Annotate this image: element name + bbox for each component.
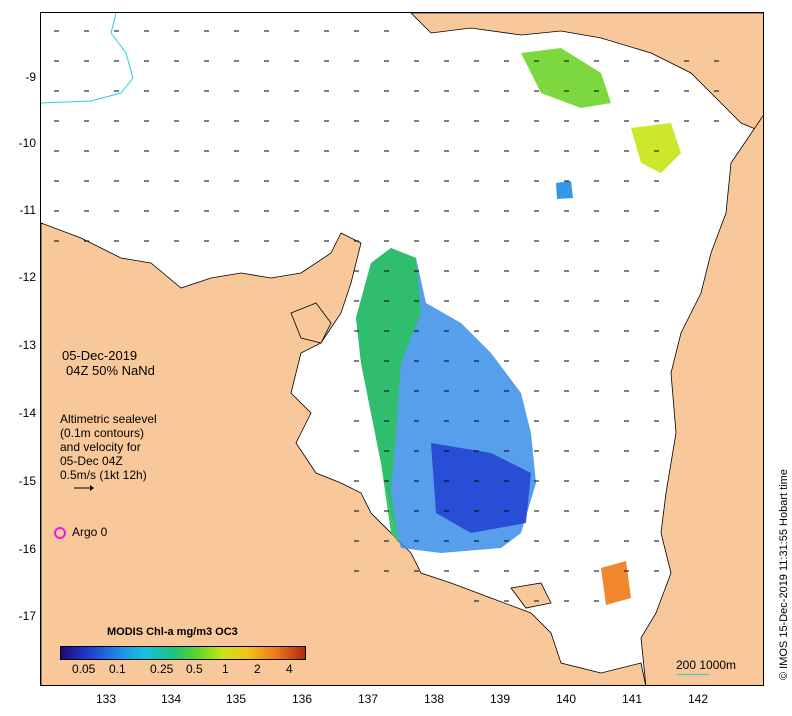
chlorophyll-green-band (356, 248, 421, 543)
chlorophyll-patch-south (601, 561, 631, 605)
lat-tick: -15 (18, 474, 36, 488)
credit-text: © IMOS 15-Dec-2019 11:31:55 Hobart time (778, 469, 790, 680)
colorbar-label: 2 (254, 662, 261, 676)
chlorophyll-patch-blue (556, 181, 573, 199)
colorbar-label: 0.25 (150, 662, 174, 676)
lon-tick: 142 (687, 692, 709, 706)
colorbar-label: 0.5 (186, 662, 203, 676)
lon-tick: 137 (357, 692, 379, 706)
time-nand-text: 04Z 50% NaNd (66, 363, 155, 378)
arnhem-land (41, 222, 646, 685)
date-annotation: 05-Dec-2019 04Z 50% NaNd (62, 348, 155, 378)
pellew-islands-land (510, 582, 552, 609)
altimetry-line: and velocity for (60, 440, 141, 454)
argo-marker-icon (54, 527, 66, 539)
lon-tick: 135 (225, 692, 247, 706)
lon-tick: 134 (160, 692, 182, 706)
eez-boundary-line (41, 13, 134, 104)
scale-label: 200 1000m (676, 658, 737, 672)
colorbar-label: 0.05 (72, 662, 96, 676)
altimetry-line: (0.1m contours) (60, 426, 145, 440)
lat-tick: -16 (18, 542, 36, 556)
lon-tick: 140 (555, 692, 577, 706)
altimetry-line: 0.5m/s (1kt 12h) (60, 468, 147, 482)
map-canvas (41, 13, 763, 685)
lat-tick: -10 (18, 136, 36, 150)
velocity-arrow-grid (54, 30, 719, 602)
lat-tick: -14 (18, 406, 36, 420)
groote-eylandt-land (290, 302, 332, 344)
chlorophyll-patch-east (631, 123, 681, 173)
colorbar (60, 646, 306, 660)
colorbar-label: 1 (222, 662, 229, 676)
lon-tick: 138 (423, 692, 445, 706)
colorbar-label: 4 (286, 662, 293, 676)
lat-tick: -13 (18, 338, 36, 352)
altimetry-line: Altimetric sealevel (60, 412, 157, 426)
altimetry-annotation: Altimetric sealevel (0.1m contours) and … (60, 412, 157, 492)
chlorophyll-patch-north (521, 48, 611, 108)
lat-tick: -11 (19, 203, 36, 217)
argo-label: Argo 0 (72, 525, 108, 539)
lon-tick: 141 (621, 692, 643, 706)
colorbar-label: 0.1 (109, 662, 126, 676)
lon-tick: 136 (291, 692, 313, 706)
new-guinea-land (410, 13, 763, 133)
lat-tick: -17 (18, 609, 36, 623)
lat-tick: -9 (25, 70, 36, 84)
scale-line (677, 674, 709, 675)
cape-york-land (640, 115, 763, 685)
velocity-scale-arrow-icon (74, 485, 94, 491)
lon-tick: 133 (95, 692, 117, 706)
date-text: 05-Dec-2019 (62, 348, 138, 363)
map-frame (40, 12, 764, 686)
altimetry-line: 05-Dec 04Z (60, 454, 123, 468)
lat-tick: -12 (18, 270, 36, 284)
legend-title: MODIS Chl-a mg/m3 OC3 (107, 626, 238, 638)
lon-tick: 139 (489, 692, 511, 706)
